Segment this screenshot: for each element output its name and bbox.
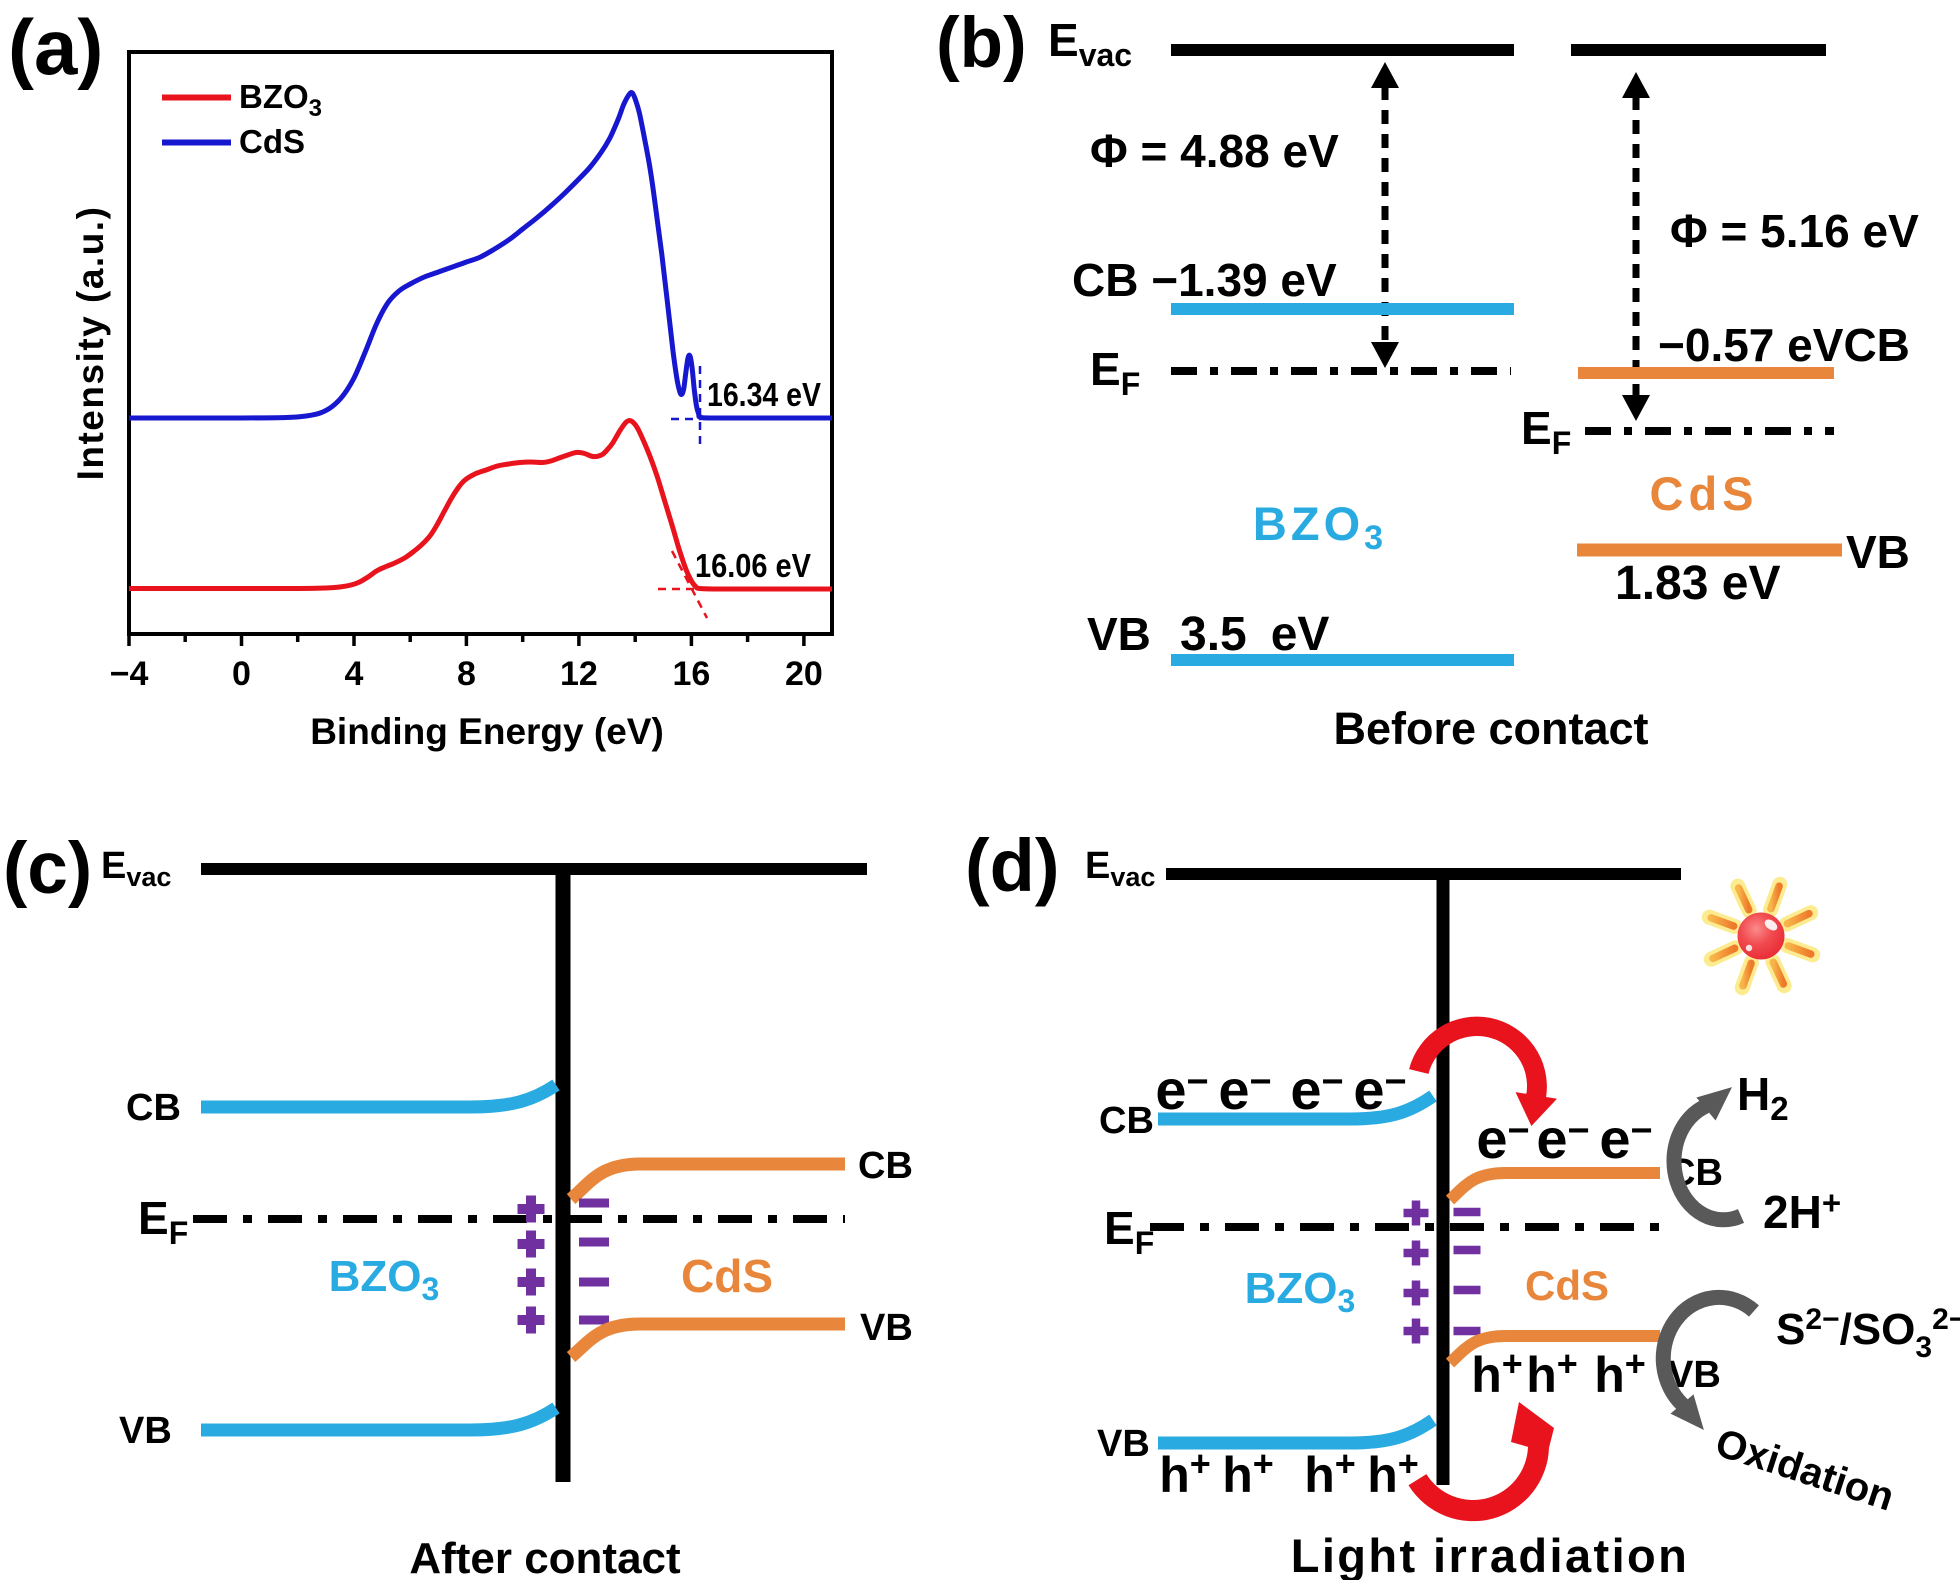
svg-text:(d): (d) (965, 824, 1060, 907)
svg-text:e−: e− (1218, 1058, 1271, 1121)
svg-text:Light irradiation: Light irradiation (1291, 1529, 1690, 1580)
svg-text:BZO3: BZO3 (1245, 1264, 1356, 1319)
svg-text:Φ = 5.16 eV: Φ = 5.16 eV (1670, 205, 1919, 257)
svg-text:Before contact: Before contact (1333, 703, 1648, 754)
svg-text:16: 16 (672, 655, 710, 693)
svg-text:VB: VB (860, 1307, 913, 1349)
svg-text:VB: VB (1846, 526, 1910, 578)
svg-text:12: 12 (560, 655, 598, 693)
svg-text:VB: VB (119, 1410, 172, 1452)
svg-text:(a): (a) (8, 3, 103, 91)
svg-text:(b): (b) (936, 4, 1027, 83)
svg-text:CB: CB (858, 1145, 913, 1187)
svg-text:−4: −4 (110, 655, 149, 693)
svg-text:CdS: CdS (239, 123, 305, 160)
svg-text:h+: h+ (1304, 1443, 1356, 1503)
svg-text:h+: h+ (1526, 1343, 1578, 1403)
svg-text:(c): (c) (3, 828, 92, 909)
svg-text:Evac: Evac (101, 845, 171, 892)
svg-text:CB: CB (126, 1087, 181, 1129)
svg-text:−0.57 eVCB: −0.57 eVCB (1658, 319, 1910, 371)
svg-text:CdS: CdS (681, 1250, 773, 1302)
svg-text:CdS: CdS (1650, 467, 1759, 520)
svg-text:CB: CB (1099, 1100, 1154, 1142)
svg-text:16.34 eV: 16.34 eV (707, 376, 821, 413)
svg-text:0: 0 (232, 655, 251, 693)
svg-text:Binding Energy (eV): Binding Energy (eV) (310, 711, 664, 752)
svg-text:CB −1.39 eV: CB −1.39 eV (1072, 254, 1337, 306)
svg-text:8: 8 (457, 655, 476, 693)
svg-text:BZO3: BZO3 (239, 78, 322, 122)
svg-text:1.83 eV: 1.83 eV (1615, 557, 1780, 610)
svg-text:BZO3: BZO3 (329, 1252, 440, 1307)
svg-text:4: 4 (345, 655, 364, 693)
svg-text:20: 20 (785, 655, 823, 693)
svg-text:3.5 eV: 3.5 eV (1180, 608, 1329, 661)
svg-text:16.06 eV: 16.06 eV (695, 547, 811, 584)
svg-text:VB: VB (1097, 1423, 1150, 1465)
svg-text:Intensity (a.u.): Intensity (a.u.) (70, 206, 111, 481)
svg-text:After contact: After contact (409, 1534, 681, 1580)
svg-text:CdS: CdS (1525, 1262, 1609, 1309)
svg-text:VB: VB (1087, 608, 1151, 660)
svg-text:Φ = 4.88 eV: Φ = 4.88 eV (1090, 125, 1339, 177)
svg-text:h+: h+ (1159, 1443, 1211, 1503)
svg-text:EF: EF (1104, 1202, 1154, 1261)
svg-text:BZO3: BZO3 (1253, 497, 1387, 557)
